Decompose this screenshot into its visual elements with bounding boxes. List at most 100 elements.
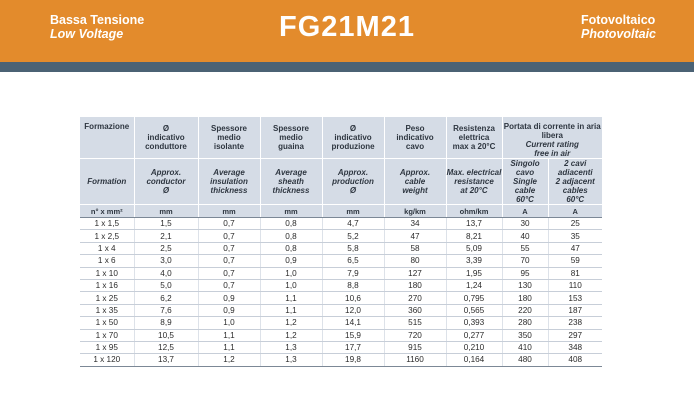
value-cell: 12,0: [321, 304, 384, 318]
value-cell: 1,24: [445, 279, 502, 293]
unit-cell: A: [547, 204, 602, 218]
header-line: Single cable: [512, 177, 537, 195]
value-cell: 1,1: [197, 341, 260, 355]
value-cell: 0,9: [197, 304, 260, 318]
table-row: 1 x 16 5,0 0,7 1,0 8,8 180 1,24 130 110: [80, 279, 602, 293]
value-cell: 34: [383, 217, 446, 231]
value-cell: 180: [501, 291, 548, 305]
col-insulation-en: Average insulation thickness: [197, 158, 260, 205]
value-cell: 30: [501, 217, 548, 231]
header-line: Average: [213, 168, 245, 177]
header-line: medio: [279, 133, 303, 142]
table-row: 1 x 10 4,0 0,7 1,0 7,9 127 1,95 95 81: [80, 267, 602, 280]
header-line: resistance: [454, 177, 494, 186]
header-line: cavo: [405, 142, 425, 151]
units-row: n° x mm² mm mm mm mm kg/km ohm/km A A: [80, 204, 602, 218]
value-cell: 0,7: [197, 254, 260, 268]
value-cell: 4,0: [133, 267, 198, 280]
header-line: free in air: [534, 149, 571, 158]
value-cell: 1,2: [259, 316, 322, 330]
col-formation-it: Formazione: [80, 117, 134, 159]
unit-cell: mm: [133, 204, 198, 218]
header-bar: Bassa Tensione Low Voltage FG21M21 Fotov…: [0, 0, 694, 62]
header-line: 60°C: [516, 195, 534, 204]
table-row: 1 x 50 8,9 1,0 1,2 14,1 515 0,393 280 238: [80, 316, 602, 330]
value-cell: 480: [501, 353, 548, 367]
header-line: weight: [402, 186, 428, 195]
col-current-en: Current rating free in air: [501, 140, 602, 159]
value-cell: 7,6: [133, 304, 198, 318]
value-cell: 47: [383, 229, 446, 243]
value-cell: 1,95: [445, 267, 502, 280]
header-line: cable: [404, 177, 426, 186]
value-cell: 2,1: [133, 229, 198, 243]
table-row: 1 x 25 6,2 0,9 1,1 10,6 270 0,795 180 153: [80, 291, 602, 305]
table-row: 1 x 120 13,7 1,2 1,3 19,8 1160 0,164 480 408: [80, 353, 602, 367]
header-line: Spessore: [272, 124, 310, 133]
value-cell: 3,39: [445, 254, 502, 268]
header-line: conduttore: [145, 142, 187, 151]
header-line: Ø: [349, 186, 357, 195]
unit-cell: mm: [259, 204, 322, 218]
col-adjacent-cables: 2 cavi adiacenti 2 adjacent cables 60°C: [547, 158, 602, 205]
value-cell: 58: [383, 242, 446, 256]
col-single-cable: Singolo cavo Single cable 60°C: [501, 158, 548, 205]
value-cell: 0,164: [445, 353, 502, 367]
header-right: Fotovoltaico Photovoltaic: [581, 13, 656, 41]
header-line: produzione: [331, 142, 375, 151]
value-cell: 153: [547, 291, 602, 305]
value-cell: 1,0: [197, 316, 260, 330]
value-cell: 6,5: [321, 254, 384, 268]
value-cell: 70: [501, 254, 548, 268]
header-line: sheath: [278, 177, 304, 186]
value-cell: 0,565: [445, 304, 502, 318]
value-cell: 515: [383, 316, 446, 330]
header-line: Current rating: [525, 140, 579, 149]
value-cell: 1,1: [197, 329, 260, 342]
value-cell: 0,210: [445, 341, 502, 355]
value-cell: 0,7: [197, 217, 260, 231]
header-line: Approx.: [337, 168, 369, 177]
unit-cell: mm: [197, 204, 260, 218]
value-cell: 5,8: [321, 242, 384, 256]
value-cell: 0,8: [259, 229, 322, 243]
col-current-it: Portata di corrente in aria libera: [501, 117, 602, 140]
col-diam-conductor-en: Approx. conductor Ø: [133, 158, 198, 205]
value-cell: 81: [547, 267, 602, 280]
value-cell: 130: [501, 279, 548, 293]
table-row: 1 x 6 3,0 0,7 0,9 6,5 80 3,39 70 59: [80, 254, 602, 268]
value-cell: 0,7: [197, 229, 260, 243]
header-line: at 20°C: [460, 186, 488, 195]
value-cell: 280: [501, 316, 548, 330]
table-row: 1 x 70 10,5 1,1 1,2 15,9 720 0,277 350 297: [80, 329, 602, 342]
header-line: production: [332, 177, 374, 186]
value-cell: 238: [547, 316, 602, 330]
header-line: Spessore: [210, 124, 248, 133]
value-cell: 3,0: [133, 254, 198, 268]
value-cell: 270: [383, 291, 446, 305]
value-cell: 25: [547, 217, 602, 231]
header-band: [0, 62, 694, 72]
value-cell: 1,0: [259, 279, 322, 293]
value-cell: 0,8: [259, 242, 322, 256]
value-cell: 10,5: [133, 329, 198, 342]
value-cell: 0,393: [445, 316, 502, 330]
col-formation-en: Formation: [80, 158, 134, 205]
product-title: FG21M21: [279, 11, 415, 43]
application-label-en: Photovoltaic: [580, 27, 656, 41]
value-cell: 80: [383, 254, 446, 268]
header-line: thickness: [272, 186, 310, 195]
value-cell: 14,1: [321, 316, 384, 330]
unit-cell: ohm/km: [445, 204, 502, 218]
value-cell: 127: [383, 267, 446, 280]
col-weight-en: Approx. cable weight: [383, 158, 446, 205]
value-cell: 95: [501, 267, 548, 280]
voltage-label-en: Low Voltage: [50, 27, 124, 41]
value-cell: 2,5: [133, 242, 198, 256]
value-cell: 0,9: [197, 291, 260, 305]
value-cell: 1,1: [259, 304, 322, 318]
formation-cell: 1 x 6: [80, 254, 134, 268]
value-cell: 5,09: [445, 242, 502, 256]
col-resistance-it: Resistenza elettrica max a 20°C: [445, 117, 502, 159]
value-cell: 0,8: [259, 217, 322, 231]
